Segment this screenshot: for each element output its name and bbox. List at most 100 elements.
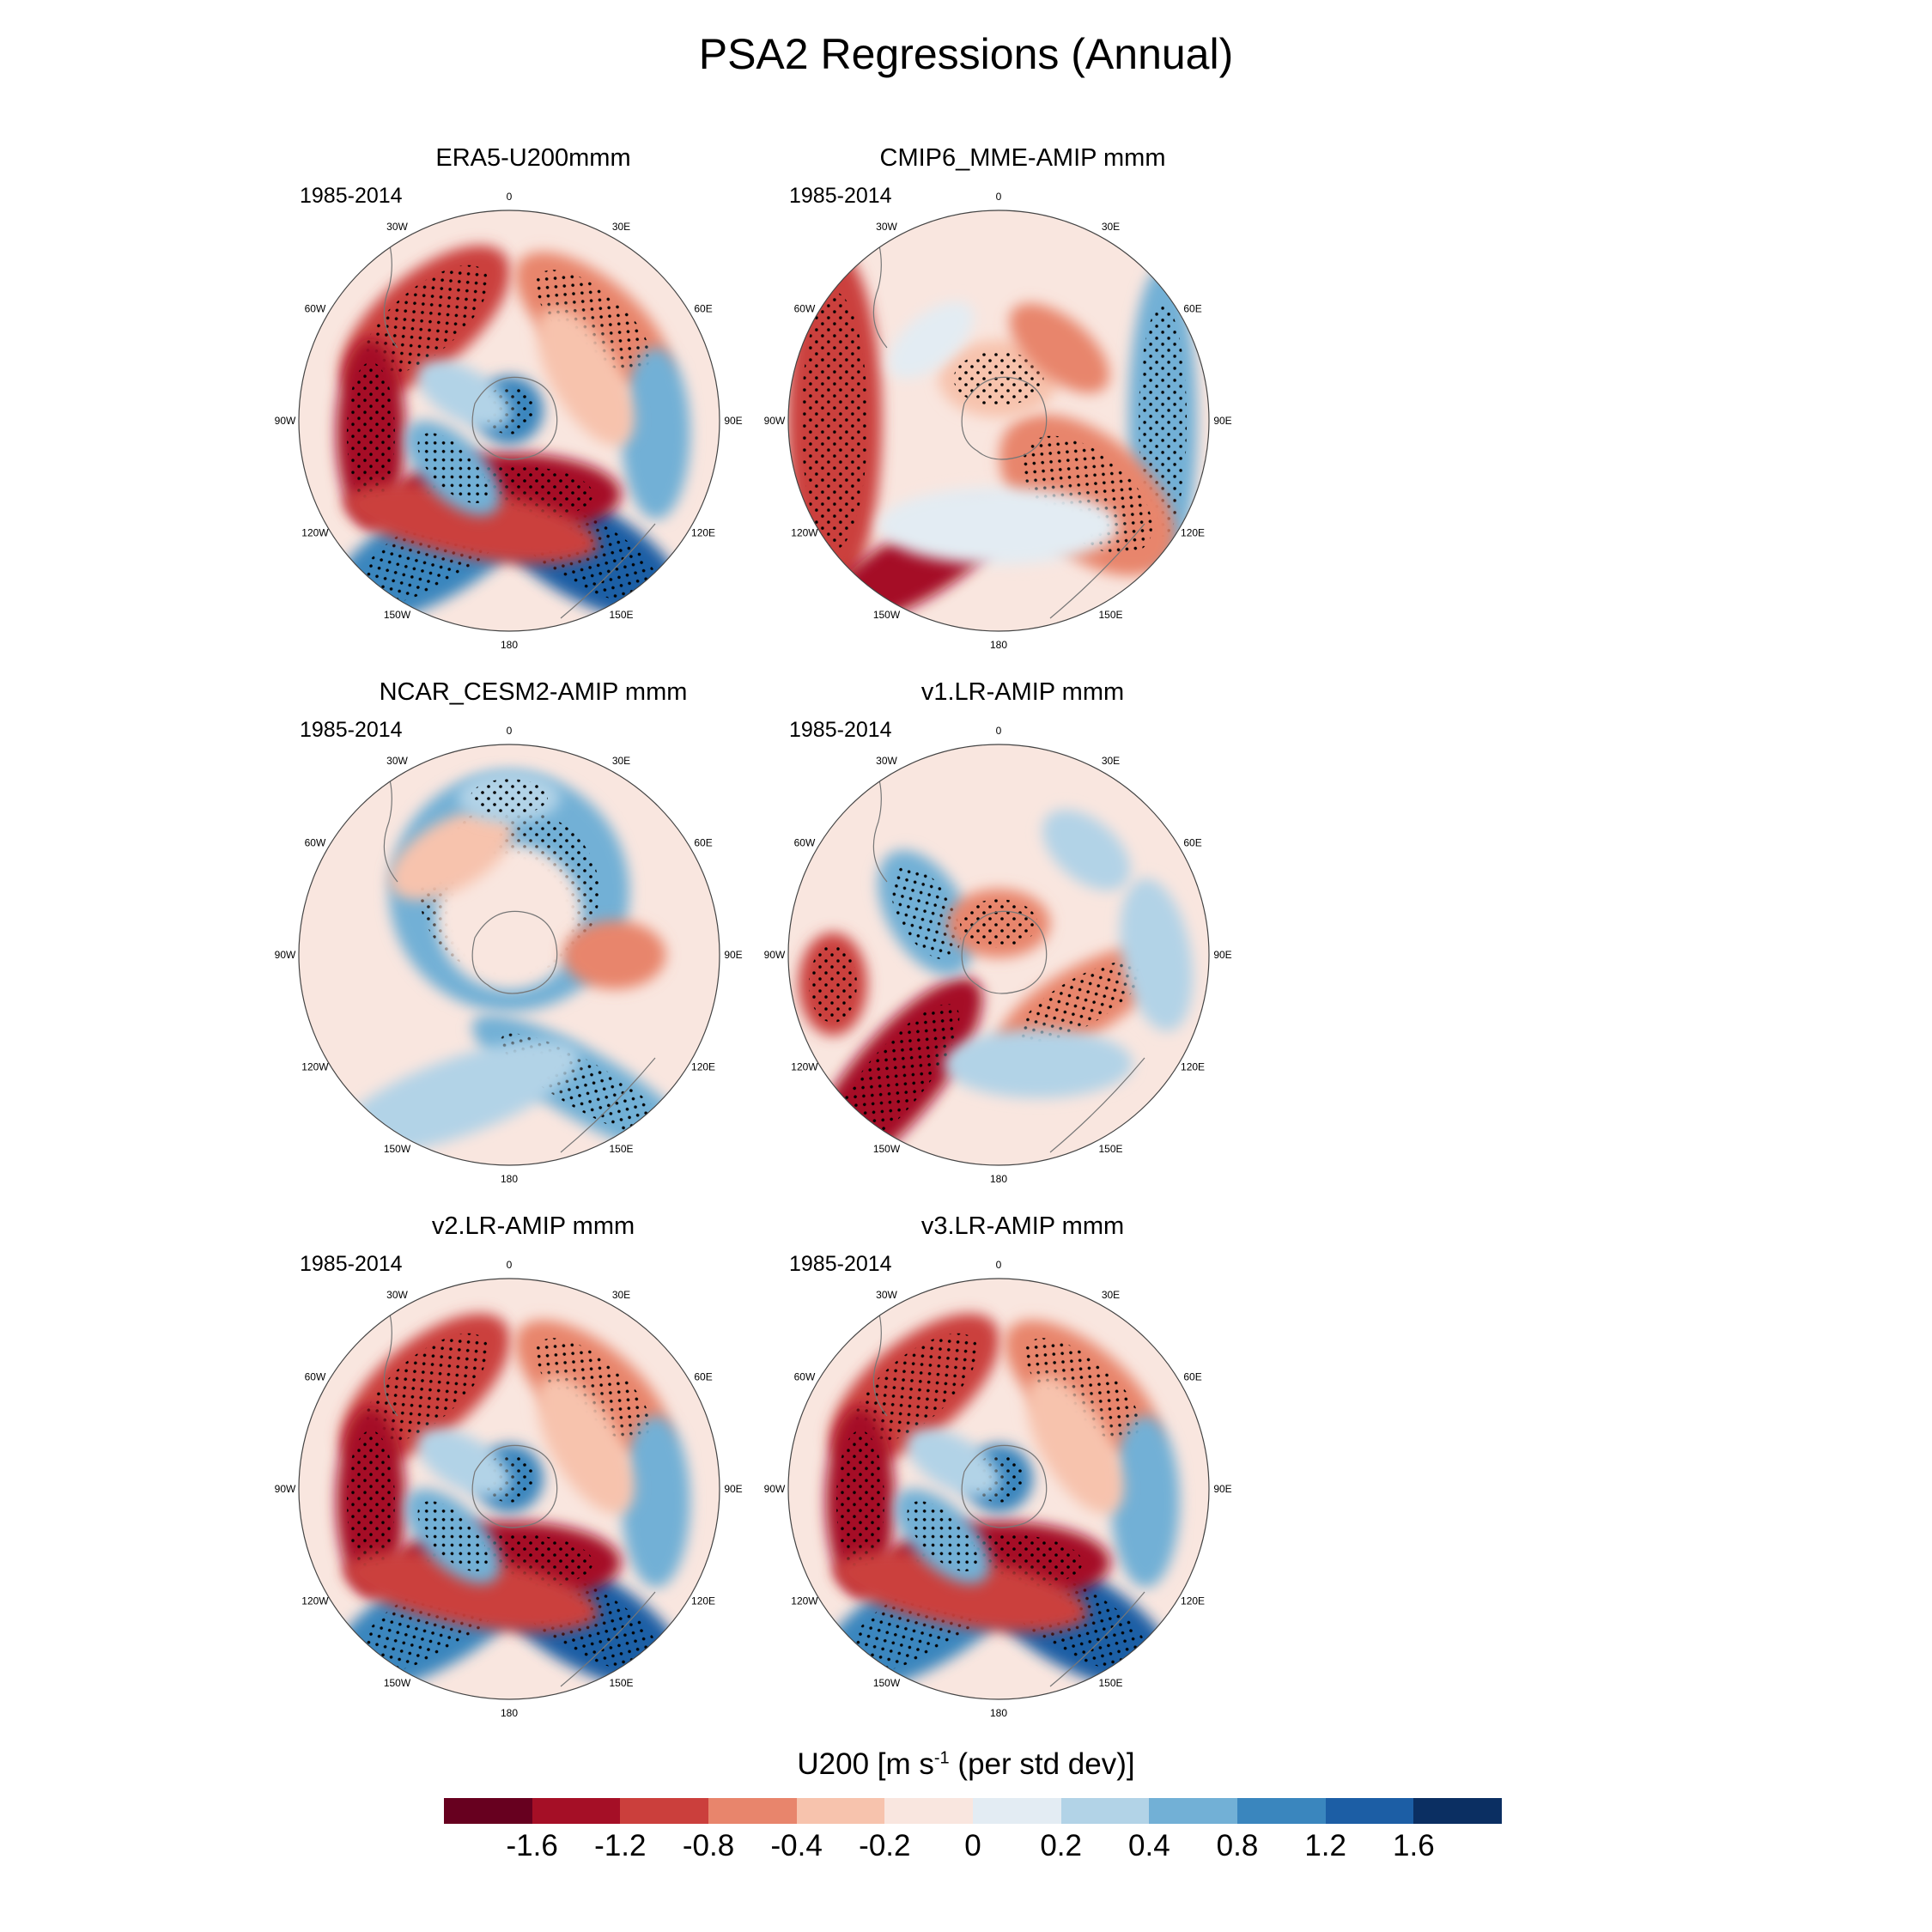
longitude-label: 150E [609,1143,633,1155]
colorbar-tick-labels: -1.6 -1.2 -0.8 -0.4 -0.2 0 0.2 0.4 0.8 1.2 1.6 [444,1829,1502,1872]
longitude-label: 60W [794,1371,816,1383]
colorbar-swatch [973,1798,1061,1824]
colorbar-swatch [708,1798,797,1824]
significance-stippling [417,1501,489,1572]
anomaly-region [944,1029,1133,1098]
anomaly-region [537,307,635,447]
longitude-label: 60W [305,837,326,849]
significance-stippling [1022,435,1153,555]
longitude-label: 0 [507,1259,513,1271]
longitude-label: 30E [1102,755,1120,767]
longitude-label: 150W [873,1143,901,1155]
significance-stippling [1018,961,1144,1043]
polar-map: 0 30E 60E 90E 120E 150E 180 150W 120W 90W 60W 30W [764,725,1232,1185]
longitude-label: 150W [384,1143,411,1155]
longitude-label: 60E [694,837,712,849]
colorbar-tick-label: -1.6 [506,1829,558,1862]
longitude-label: 180 [501,1173,518,1185]
longitude-label: 150E [1098,1677,1122,1689]
longitude-label: 30W [386,1289,408,1301]
anomaly-region [389,809,513,901]
map-boundary [787,744,1210,1166]
anomaly-region [416,360,511,429]
colorbar-swatch [532,1798,621,1824]
map-panel: v1.LR-AMIP mmm 1985-2014 0 30E 60E 90E 120E 150… [764,678,1263,1185]
colorbar-swatch [796,1798,885,1824]
panel-period: 1985-2014 [300,1252,403,1276]
longitude-label: 30W [876,221,897,233]
longitude-label: 60E [1183,303,1201,315]
longitude-label: 90E [724,1483,742,1495]
longitude-label: 60E [694,1371,712,1383]
anomaly-region [416,1428,511,1498]
map-boundary [298,1278,720,1700]
anomaly-region [335,1040,580,1155]
significance-stippling [471,779,548,816]
australia-coastline [1049,1057,1145,1153]
significance-stippling [417,433,489,504]
longitude-label: 120W [301,1061,329,1073]
map-panel: v3.LR-AMIP mmm 1985-2014 0 30E 60E 90E 120E 150… [764,1212,1263,1719]
anomaly-region [621,1415,690,1588]
colorbar-swatch [1149,1798,1238,1824]
significance-stippling [808,945,857,1024]
panel-period: 1985-2014 [789,1252,892,1276]
significance-stippling [852,1333,978,1445]
longitude-label: 120E [691,527,715,539]
map-panel: NCAR_CESM2-AMIP mmm 1985-2014 0 30E 60E 90E 12… [275,678,774,1185]
panel-title: NCAR_CESM2-AMIP mmm [379,678,688,706]
antarctica-coastline [471,1444,558,1528]
longitude-label: 60E [1183,1371,1201,1383]
significance-stippling [346,361,395,504]
antarctica-coastline [471,910,558,994]
australia-coastline [560,1591,656,1687]
anomaly-region [1110,1415,1180,1588]
colorbar-tick-label: -0.8 [682,1829,735,1862]
anomaly-region [878,487,1119,565]
significance-stippling [362,264,489,377]
longitude-label: 0 [996,725,1002,737]
significance-stippling [890,866,961,960]
antarctica-coastline [471,376,558,460]
significance-stippling [346,1430,395,1572]
anomaly-region [1120,878,1194,1031]
panel-title: v2.LR-AMIP mmm [431,1212,635,1240]
map-panel: v2.LR-AMIP mmm 1985-2014 0 30E 60E 90E 120E 150… [275,1212,774,1719]
longitude-label: 150E [1098,1143,1122,1155]
longitude-label: 150E [1098,609,1122,621]
colorbar-swatch [444,1798,532,1824]
longitude-label: 0 [507,725,513,737]
longitude-label: 30W [876,755,897,767]
longitude-label: 60E [1183,837,1201,849]
colorbar-tick-label: -0.4 [770,1829,823,1862]
significance-stippling [1024,1338,1140,1441]
map-panel: ERA5-U200mmm 1985-2014 0 30E 60E 90E 120E 150E 1… [275,144,774,651]
anomaly-region [537,1376,635,1515]
antarctica-coastline [961,376,1048,460]
polar-map: 0 30E 60E 90E 120E 150E 180 150W 120W 90W 60W 30W [275,725,743,1185]
anomaly-region [834,1551,1089,1632]
longitude-label: 0 [996,191,1002,203]
colorbar-tick-label: 0.8 [1216,1829,1259,1862]
longitude-label: 150E [609,1677,633,1689]
anomaly-region [1026,1376,1124,1515]
longitude-label: 180 [990,1707,1007,1719]
longitude-label: 90W [764,1483,786,1495]
longitude-label: 30E [612,221,630,233]
polar-map: 0 30E 60E 90E 120E 150E 180 150W 120W 90W 60W 30W [275,191,743,651]
anomaly-region [1042,810,1131,890]
significance-stippling [535,1338,651,1441]
colorbar-tick-label: 0 [964,1829,981,1862]
map-panel: CMIP6_MME-AMIP mmm 1985-2014 0 30E 60E 90E 120… [764,144,1263,651]
anomaly-region [562,920,666,989]
longitude-label: 30E [1102,221,1120,233]
anomaly-region [1009,303,1110,393]
panel-title: CMIP6_MME-AMIP mmm [879,144,1166,172]
map-boundary [298,210,720,632]
significance-stippling [953,351,1044,406]
significance-stippling [907,1501,978,1572]
longitude-label: 30W [876,1289,897,1301]
panel-period: 1985-2014 [300,718,403,742]
significance-stippling [362,1333,489,1445]
panel-title: v3.LR-AMIP mmm [920,1212,1125,1240]
